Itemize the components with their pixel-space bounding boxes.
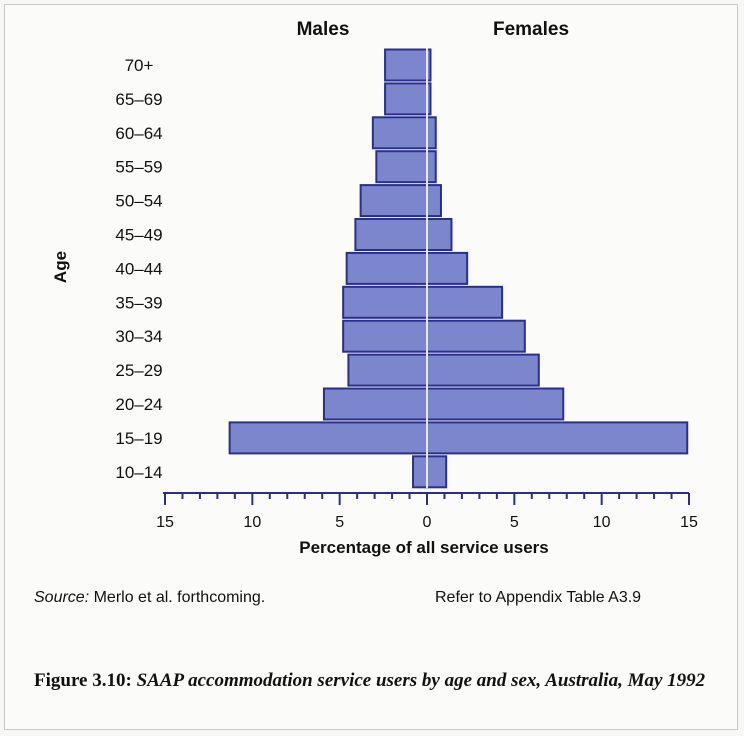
male-bar: [347, 353, 428, 387]
source-label: Source:: [34, 589, 90, 606]
male-bar: [384, 82, 428, 116]
male-bar: [359, 184, 429, 218]
figure-caption: Figure 3.10: SAAP accommodation service …: [34, 671, 724, 691]
y-axis-title: Age: [51, 251, 70, 283]
age-label: 60–64: [115, 124, 162, 143]
male-bar: [371, 116, 428, 150]
age-label: 65–69: [115, 90, 162, 109]
age-label: 35–39: [115, 293, 162, 312]
age-label: 70+: [125, 56, 154, 75]
male-bar: [342, 285, 428, 319]
population-pyramid-chart: Males Females Age 70+ 65–69 60–64 55–59 50–5…: [51, 19, 698, 557]
age-label: 50–54: [115, 192, 162, 211]
male-bar: [342, 319, 428, 353]
x-axis: 15 10 5 0 5 10 15: [156, 492, 698, 531]
male-bar: [228, 421, 428, 455]
age-label: 45–49: [115, 226, 162, 245]
age-labels: 70+ 65–69 60–64 55–59 50–54 45–49 40–44 35–39 30…: [115, 56, 162, 482]
caption-text: SAAP accommodation service users by age …: [136, 670, 706, 691]
tick-label: 0: [423, 514, 432, 531]
x-axis-title: Percentage of all service users: [299, 538, 548, 557]
caption-number: Figure 3.10:: [34, 670, 132, 691]
age-label: 40–44: [115, 259, 162, 278]
male-bar: [345, 251, 428, 285]
female-bar: [426, 184, 442, 218]
female-bar: [426, 218, 453, 251]
female-bar: [426, 455, 448, 489]
source-line: Source: Merlo et al. forthcoming.: [34, 589, 265, 607]
males-header: Males: [297, 19, 350, 40]
age-label: 25–29: [115, 361, 162, 380]
female-bar: [426, 387, 565, 421]
age-label: 10–14: [115, 463, 162, 482]
age-label: 30–34: [115, 327, 162, 346]
bars: [228, 48, 689, 489]
female-bar: [426, 251, 469, 285]
tick-label: 15: [156, 514, 174, 531]
male-bar: [384, 48, 428, 82]
male-bar: [412, 455, 429, 489]
female-bar: [426, 150, 437, 184]
male-bar: [322, 387, 428, 421]
refer-note: Refer to Appendix Table A3.9: [435, 589, 642, 606]
male-bar: [354, 218, 428, 251]
female-bar: [426, 353, 540, 387]
tick-label: 5: [335, 514, 344, 531]
male-bar: [375, 150, 429, 184]
female-bar: [426, 285, 504, 319]
female-bar: [426, 116, 437, 150]
age-label: 55–59: [115, 158, 162, 177]
age-label: 20–24: [115, 395, 162, 414]
female-bar: [426, 421, 689, 455]
females-header: Females: [493, 19, 569, 40]
tick-label: 10: [243, 514, 261, 531]
tick-label: 10: [593, 514, 611, 531]
age-label: 15–19: [115, 429, 162, 448]
female-bar: [426, 319, 526, 353]
source-text: Merlo et al. forthcoming.: [89, 589, 266, 606]
tick-label: 5: [510, 514, 519, 531]
tick-label: 15: [680, 514, 698, 531]
